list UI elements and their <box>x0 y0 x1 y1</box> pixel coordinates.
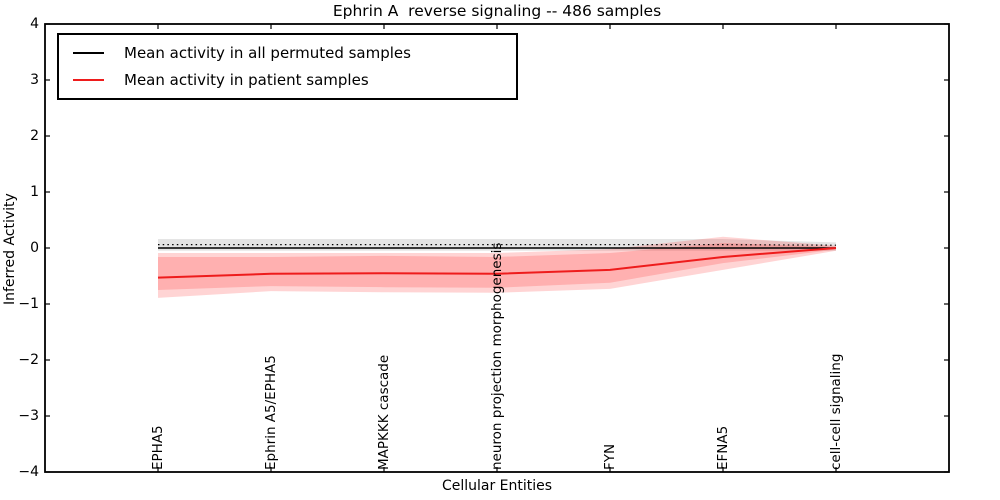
legend-entry-patient: Mean activity in patient samples <box>59 66 516 93</box>
y-tick-label: 0 <box>30 240 39 256</box>
chart-title: Ephrin A reverse signaling -- 486 sample… <box>332 2 662 20</box>
legend-label: Mean activity in patient samples <box>124 70 369 89</box>
y-tick-label: 4 <box>30 16 39 32</box>
legend-label: Mean activity in all permuted samples <box>124 43 411 62</box>
y-tick-label: −1 <box>18 296 39 312</box>
patient-samples-band-inner <box>158 242 836 290</box>
y-tick-label: −4 <box>18 464 39 480</box>
patient-samples-band-outer <box>158 236 836 298</box>
x-tick-label: Ephrin A5/EPHA5 <box>263 355 279 470</box>
y-tick-label: −2 <box>18 352 39 368</box>
legend: Mean activity in all permuted samples Me… <box>57 33 518 100</box>
x-tick-label: cell-cell signaling <box>828 353 844 470</box>
x-tick-label: neuron projection morphogenesis <box>489 242 505 470</box>
legend-entry-permuted: Mean activity in all permuted samples <box>59 39 516 66</box>
x-axis-label: Cellular Entities <box>441 478 553 494</box>
x-tick-label: MAPKKK cascade <box>376 354 392 470</box>
x-tick-label: EPHA5 <box>150 425 166 470</box>
zero-reference-dotted-line <box>158 244 837 246</box>
legend-line-black-icon <box>73 51 104 54</box>
y-tick-label: −3 <box>18 408 39 424</box>
x-tick-label: EFNA5 <box>715 425 731 470</box>
y-tick-label: 1 <box>30 184 39 200</box>
mean-patient-samples-line <box>157 247 837 279</box>
x-tick-label: FYN <box>602 443 618 470</box>
legend-line-red-icon <box>73 78 104 81</box>
y-tick-label: 2 <box>30 128 39 144</box>
y-tick-label: 3 <box>30 72 39 88</box>
